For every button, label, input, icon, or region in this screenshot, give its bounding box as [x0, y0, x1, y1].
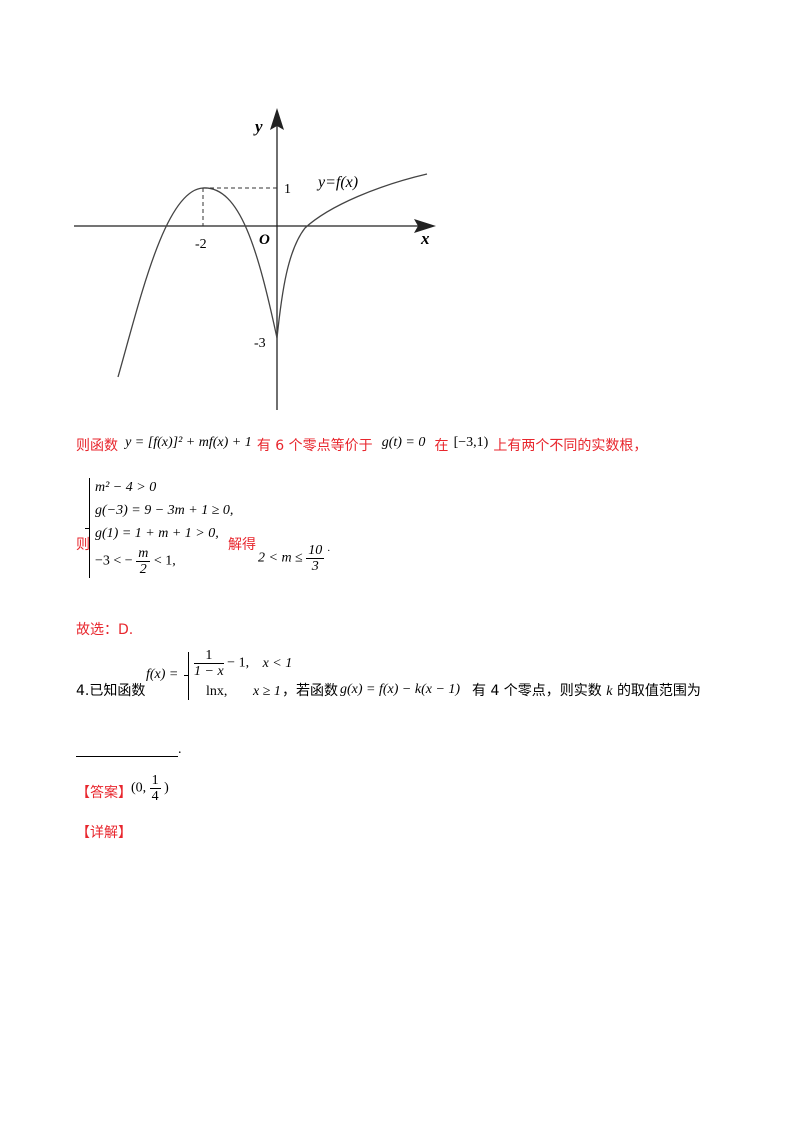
text-if-function: ，若函数 — [282, 683, 338, 699]
piecewise-brace — [188, 652, 189, 700]
case1-tail: − 1, — [227, 655, 250, 671]
y-tick-1: 1 — [284, 182, 291, 197]
y-tick-neg3: -3 — [254, 336, 266, 351]
system-row-3: g(1) = 1 + m + 1 > 0, — [95, 526, 219, 541]
answer-close: ) — [164, 780, 169, 796]
formula-interval: [−3,1) — [453, 435, 489, 450]
piecewise-case-1: 1 1 − x − 1, x < 1 — [194, 648, 292, 679]
text-range: 的取值范围为 — [616, 683, 701, 699]
curve-right — [276, 173, 428, 339]
function-graph: y x O y=f(x) 1 -3 -2 — [74, 108, 436, 410]
origin-label: O — [259, 232, 270, 248]
system-row-2: g(−3) = 9 − 3m + 1 ≥ 0, — [95, 503, 234, 518]
result-left: 2 < m ≤ — [258, 550, 303, 566]
x-axis-label: x — [420, 229, 430, 248]
row4-fraction: m 2 — [136, 546, 151, 577]
problem-fx: f(x) = — [146, 667, 179, 682]
case2-expr: lnx, — [206, 684, 228, 699]
row4-num: m — [136, 546, 151, 562]
case1-den: 1 − x — [194, 664, 224, 679]
answer-label: 【答案】 — [76, 785, 132, 801]
y-axis-label: y — [253, 117, 263, 136]
y-axis-arrow — [270, 108, 284, 130]
answer-open: (0, — [131, 780, 147, 796]
system-row-1: m² − 4 > 0 — [95, 480, 157, 495]
result-dot: . — [327, 543, 331, 554]
row4-right: < 1, — [153, 553, 176, 569]
result-den: 3 — [311, 559, 319, 574]
var-k: k — [606, 684, 613, 699]
result-num: 10 — [306, 543, 325, 559]
answer-fraction: 1 4 — [149, 773, 161, 804]
blank-end: . — [178, 742, 182, 757]
answer-blank — [76, 756, 178, 757]
solve-result: 2 < m ≤ 10 3 . — [258, 543, 330, 574]
system-brace — [89, 478, 90, 578]
answer-num: 1 — [149, 773, 161, 789]
answer-value: (0, 1 4 ) — [131, 773, 169, 804]
system-row-4: −3 < − m 2 < 1, — [95, 546, 176, 577]
answer-den: 4 — [151, 789, 159, 804]
formula-g-x: g(x) = f(x) − k(x − 1) — [340, 682, 461, 697]
case1-num: 1 — [194, 648, 224, 664]
solve-label: 解得 — [228, 537, 256, 553]
piecewise-brace-tick — [184, 675, 188, 676]
text-range-line: 有 4 个零点，则实数 k 的取值范围为 — [472, 680, 701, 700]
x-tick-neg2: -2 — [195, 237, 207, 252]
case1-cond: x < 1 — [262, 655, 293, 671]
text-four-zeros: 有 4 个零点，则实数 — [472, 683, 602, 699]
text-then-function: 则函数 — [76, 438, 118, 454]
formula-y: y = [f(x)]² + mf(x) + 1 — [125, 435, 252, 450]
problem-number: 4.已知函数 — [76, 683, 146, 699]
text-in: 在 — [434, 438, 449, 454]
explain-label: 【详解】 — [76, 825, 132, 841]
formula-g-t: g(t) = 0 — [381, 435, 426, 450]
case2-cond: x ≥ 1 — [253, 684, 281, 699]
result-fraction: 10 3 — [306, 543, 325, 574]
x-axis-arrow — [414, 219, 436, 233]
row4-den: 2 — [139, 562, 147, 577]
brace-tick — [85, 528, 89, 529]
row4-left: −3 < − — [95, 553, 133, 569]
conclusion: 故选：D. — [76, 622, 134, 638]
text-six-zeros: 有 6 个零点等价于 — [256, 438, 373, 454]
case1-fraction: 1 1 − x — [194, 648, 224, 679]
text-two-roots: 上有两个不同的实数根， — [493, 438, 648, 454]
system-prefix: 则 — [76, 537, 90, 553]
solution-line-1: 则函数 y = [f(x)]² + mf(x) + 1 有 6 个零点等价于 g… — [76, 431, 647, 457]
curve-label: y=f(x) — [316, 174, 358, 191]
